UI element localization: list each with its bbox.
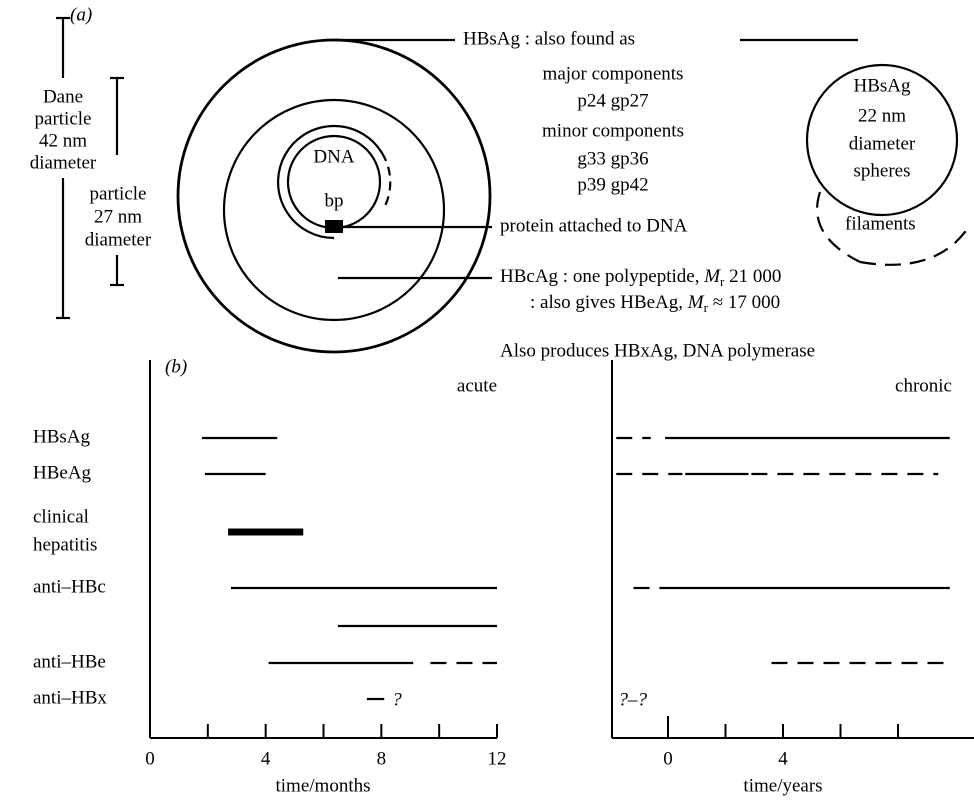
chronic-title: chronic — [895, 375, 952, 396]
core-label: diameter — [85, 229, 152, 250]
x-tick-label: 0 — [663, 748, 673, 769]
sphere-text: spheres — [854, 160, 911, 181]
sphere-text: diameter — [849, 133, 916, 154]
protein-text: protein attached to DNA — [500, 215, 688, 236]
row-label: anti–HBe — [33, 651, 106, 672]
component-text: p24 gp27 — [577, 90, 648, 111]
bp-label: bp — [325, 190, 344, 211]
row-label: anti–HBc — [33, 576, 106, 597]
x-axis-label: time/months — [276, 775, 371, 796]
sphere-text: 22 nm — [858, 105, 906, 126]
sphere-text: HBsAg — [853, 75, 911, 96]
dane-label: 42 nm — [39, 130, 87, 151]
hbsag-text: HBsAg : also found as — [463, 28, 635, 49]
row-label: HBeAg — [33, 462, 92, 483]
x-axis-label: time/years — [743, 775, 822, 796]
core-label: particle — [90, 183, 147, 204]
dane-label: diameter — [30, 152, 97, 173]
x-tick-label: 4 — [778, 748, 788, 769]
figure: (a) Dane particle 42 nm diameter particl… — [0, 0, 974, 800]
core-label: 27 nm — [94, 206, 142, 227]
dane-label: Dane — [43, 86, 83, 107]
component-text: major components — [543, 63, 684, 84]
note: ?–? — [619, 689, 648, 710]
component-text: minor components — [542, 120, 684, 141]
filaments-text: filaments — [845, 213, 916, 234]
component-text: p39 gp42 — [577, 174, 648, 195]
row-label: hepatitis — [33, 534, 97, 555]
hbcag-text: HBcAg : one polypeptide, Mr 21 000 — [500, 266, 781, 289]
panel-label: (a) — [70, 4, 92, 25]
x-tick-label: 0 — [145, 748, 155, 769]
component-text: g33 gp36 — [577, 148, 648, 169]
row-label: anti–HBx — [33, 687, 107, 708]
row-label: HBsAg — [33, 426, 91, 447]
note: ? — [392, 689, 402, 710]
x-tick-label: 12 — [488, 748, 507, 769]
x-tick-label: 8 — [377, 748, 387, 769]
acute-title: acute — [457, 375, 497, 396]
dna-label: DNA — [313, 146, 354, 167]
row-label: clinical — [33, 506, 89, 527]
panel-label: (b) — [165, 356, 187, 377]
x-tick-label: 4 — [261, 748, 271, 769]
dane-label: particle — [35, 108, 92, 129]
also-text: Also produces HBxAg, DNA polymerase — [500, 340, 815, 361]
hbeag-text: : also gives HBeAg, Mr ≈ 17 000 — [530, 292, 780, 315]
